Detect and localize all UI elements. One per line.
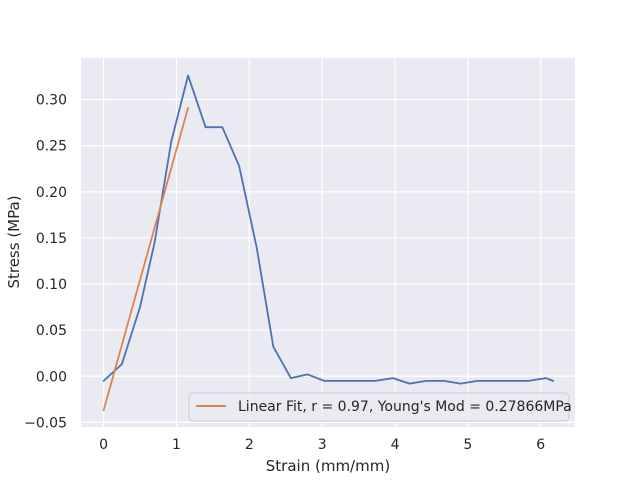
y-tick-label: −0.05 <box>24 415 67 431</box>
x-tick-label: 5 <box>463 437 472 453</box>
y-tick-label: 0.00 <box>36 369 67 385</box>
y-tick-label: 0.10 <box>36 277 67 293</box>
plot-background <box>81 58 575 427</box>
y-axis-label: Stress (MPa) <box>5 195 23 288</box>
legend-box <box>188 392 570 422</box>
x-tick-label: 6 <box>536 437 545 453</box>
ticks: 0 1 2 3 4 5 6 −0.05 0.00 0.05 0.10 0.15 0.20 0.25 0.30 <box>24 93 545 453</box>
legend: Linear Fit, r = 0.97, Young's Mod = 0.27… <box>188 392 572 422</box>
stress-strain-line <box>102 74 555 385</box>
grid <box>81 58 575 427</box>
legend-label: Linear Fit, r = 0.97, Young's Mod = 0.27… <box>238 399 572 415</box>
y-tick-label: 0.25 <box>36 139 67 155</box>
y-tick-label: 0.05 <box>36 323 67 339</box>
x-tick-label: 1 <box>172 437 181 453</box>
series-layer <box>102 74 555 412</box>
y-tick-label: 0.15 <box>36 231 67 247</box>
x-axis-label: Strain (mm/mm) <box>266 457 390 475</box>
x-tick-label: 3 <box>318 437 327 453</box>
x-tick-label: 4 <box>391 437 400 453</box>
x-tick-label: 2 <box>245 437 254 453</box>
linear-fit-line <box>102 106 190 412</box>
y-tick-label: 0.30 <box>36 93 67 109</box>
y-tick-label: 0.20 <box>36 185 67 201</box>
x-tick-label: 0 <box>99 437 108 453</box>
